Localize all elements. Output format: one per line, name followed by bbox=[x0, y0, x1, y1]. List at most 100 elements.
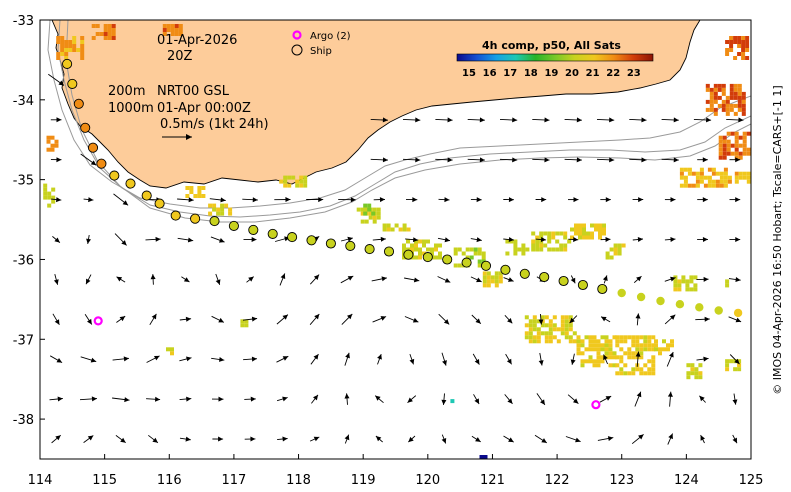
sst-pixel bbox=[531, 239, 536, 244]
ship-track-point bbox=[141, 190, 152, 201]
sst-pixel bbox=[721, 83, 726, 88]
sst-pixel bbox=[170, 347, 174, 352]
x-tick-label: 118 bbox=[286, 473, 311, 488]
sst-pixel bbox=[734, 131, 739, 136]
sst-pixel bbox=[654, 343, 658, 348]
sst-pixel bbox=[705, 87, 710, 92]
sst-pixel bbox=[51, 187, 56, 192]
sst-pixel bbox=[580, 359, 585, 364]
sst-pixel bbox=[580, 343, 585, 348]
sst-pixel bbox=[564, 323, 569, 328]
x-tick-label: 122 bbox=[545, 473, 570, 488]
ship-track-point bbox=[383, 246, 395, 257]
sst-pixel bbox=[584, 347, 589, 352]
sst-pixel bbox=[725, 279, 730, 284]
current-arrow bbox=[629, 157, 647, 163]
valid-time-label: 01-Apr 00:00Z bbox=[157, 101, 251, 116]
sst-pixel bbox=[685, 279, 690, 284]
sst-pixel bbox=[594, 223, 598, 228]
sst-pixel bbox=[729, 91, 734, 96]
current-arrow bbox=[310, 353, 319, 365]
sst-pixel bbox=[746, 151, 751, 156]
ship-legend-label: Ship bbox=[310, 46, 332, 57]
sst-pixel bbox=[532, 327, 537, 332]
sst-pixel bbox=[197, 190, 202, 194]
sst-pixel bbox=[201, 194, 206, 198]
current-arrow bbox=[732, 393, 738, 405]
current-arrow bbox=[729, 157, 741, 163]
sst-pixel bbox=[535, 235, 540, 240]
sst-pixel bbox=[685, 287, 690, 292]
sst-pixel bbox=[64, 56, 69, 60]
current-arrow bbox=[664, 314, 676, 325]
sst-pixel bbox=[729, 103, 734, 108]
sst-pixel bbox=[103, 32, 108, 36]
sst-pixel bbox=[394, 223, 399, 228]
sst-pixel bbox=[722, 155, 727, 160]
sst-pixel bbox=[733, 87, 738, 92]
sst-pixel bbox=[170, 24, 175, 28]
ship-track-point bbox=[154, 198, 165, 209]
sst-pixel bbox=[727, 175, 732, 180]
sst-pixel bbox=[528, 327, 533, 332]
sst-pixel bbox=[47, 191, 52, 196]
current-arrow bbox=[564, 117, 582, 123]
sst-pixel bbox=[737, 363, 742, 368]
sst-pixel bbox=[216, 207, 221, 212]
sst-pixel bbox=[635, 335, 640, 340]
colorbar-title: 4h comp, p50, All Sats bbox=[482, 39, 621, 52]
sst-pixel bbox=[699, 179, 704, 184]
sst-pixel bbox=[72, 40, 77, 44]
sst-pixel bbox=[725, 111, 730, 116]
sst-pixel bbox=[107, 28, 112, 32]
ship-track-point bbox=[325, 238, 336, 249]
sst-pixel bbox=[473, 247, 478, 252]
sst-pixel bbox=[651, 367, 656, 372]
sst-pixel bbox=[742, 135, 747, 140]
sst-pixel bbox=[469, 255, 474, 260]
ship-track-point bbox=[109, 170, 120, 181]
sst-pixel bbox=[734, 171, 739, 176]
current-arrow bbox=[467, 117, 485, 123]
sst-pixel bbox=[639, 347, 644, 352]
sst-pixel bbox=[166, 347, 170, 352]
current-arrow bbox=[534, 434, 548, 444]
current-arrow bbox=[85, 274, 92, 285]
sst-pixel bbox=[666, 343, 670, 348]
ship-legend-marker bbox=[291, 44, 303, 56]
sst-pixel bbox=[681, 279, 686, 284]
ship-track-point bbox=[209, 216, 220, 227]
sst-pixel bbox=[559, 231, 564, 236]
sst-pixel bbox=[544, 315, 549, 320]
sst-pixel bbox=[596, 359, 601, 364]
current-arrow bbox=[52, 236, 61, 243]
sst-pixel bbox=[737, 52, 742, 56]
sst-pixel bbox=[376, 215, 381, 220]
argo-legend-marker bbox=[292, 30, 302, 40]
ship-track-point bbox=[125, 178, 136, 189]
current-arrow bbox=[407, 435, 416, 443]
sst-pixel bbox=[505, 239, 510, 244]
sst-pixel bbox=[576, 351, 581, 356]
sst-pixel bbox=[535, 239, 540, 244]
sst-pixel bbox=[727, 179, 732, 184]
sst-pixel bbox=[414, 255, 418, 260]
sst-pixel bbox=[709, 91, 714, 96]
sst-pixel bbox=[619, 347, 624, 352]
sst-pixel bbox=[368, 215, 373, 220]
sst-pixel bbox=[287, 175, 292, 180]
sst-pixel bbox=[722, 135, 727, 140]
sst-pixel bbox=[103, 24, 108, 28]
sst-pixel bbox=[741, 91, 746, 96]
current-arrow bbox=[246, 276, 254, 283]
sst-pixel bbox=[107, 24, 112, 28]
ship-track-point bbox=[675, 300, 685, 309]
sst-pixel bbox=[725, 52, 730, 56]
sst-pixel bbox=[651, 343, 656, 348]
sst-pixel bbox=[539, 247, 544, 252]
sst-pixel bbox=[707, 179, 712, 184]
current-arrow bbox=[344, 393, 350, 405]
sst-pixel bbox=[718, 155, 723, 160]
sst-pixel bbox=[498, 275, 503, 280]
sst-pixel bbox=[734, 155, 739, 160]
